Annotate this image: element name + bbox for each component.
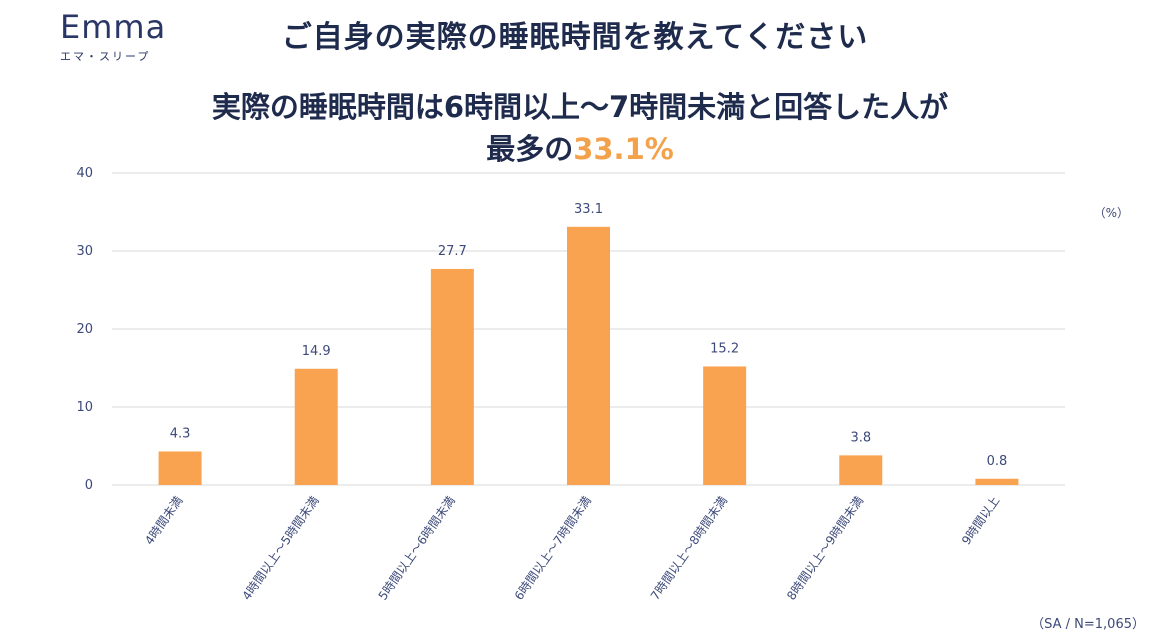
bar-7 [975, 478, 1019, 485]
headline-line1: 実際の睡眠時間は6時間以上〜7時間未満と回答した人が [211, 90, 949, 124]
data-label: 15.2 [710, 341, 739, 356]
page-title: ご自身の実際の睡眠時間を教えてください [281, 20, 869, 55]
bar-2 [294, 368, 338, 485]
brand-logo: Emma エマ・スリープ [60, 8, 180, 64]
category-label: 5時間以上〜6時間未満 [376, 494, 458, 603]
category-label: 7時間以上〜8時間未満 [648, 494, 730, 603]
headline: 実際の睡眠時間は6時間以上〜7時間未満と回答した人が 最多の33.1% [80, 86, 1080, 170]
unit-label: （%） [1093, 206, 1129, 220]
sample-footnote: （SA / N=1,065） [1031, 617, 1145, 632]
category-label: 6時間以上〜7時間未満 [512, 494, 594, 603]
brand-name: Emma [60, 8, 167, 46]
bar-4 [567, 226, 610, 485]
headline-line2: 最多の33.1% [80, 128, 1080, 170]
y-tick-label: 20 [76, 322, 93, 337]
data-label: 27.7 [438, 244, 467, 259]
y-tick-label: 10 [76, 400, 93, 415]
y-tick-label: 30 [76, 244, 93, 259]
headline-prefix: 最多の [486, 132, 574, 166]
bar-1 [158, 451, 202, 485]
headline-highlight: 33.1% [573, 132, 674, 166]
bar-3 [430, 268, 474, 485]
data-label: 14.9 [302, 344, 331, 359]
y-tick-label: 40 [76, 166, 93, 181]
y-tick-label: 0 [85, 478, 93, 493]
data-label: 0.8 [987, 454, 1008, 469]
data-label: 33.1 [574, 202, 603, 217]
category-label: 4時間以上〜5時間未満 [239, 494, 321, 603]
category-label: 8時間以上〜9時間未満 [784, 494, 866, 603]
bar-5 [703, 366, 747, 485]
data-label: 4.3 [170, 426, 191, 441]
category-label: 9時間以上 [959, 494, 1002, 548]
data-label: 3.8 [850, 430, 871, 445]
category-label: 4時間未満 [142, 494, 185, 548]
bar-6 [839, 455, 883, 485]
brand-subtitle: エマ・スリープ [60, 50, 151, 63]
